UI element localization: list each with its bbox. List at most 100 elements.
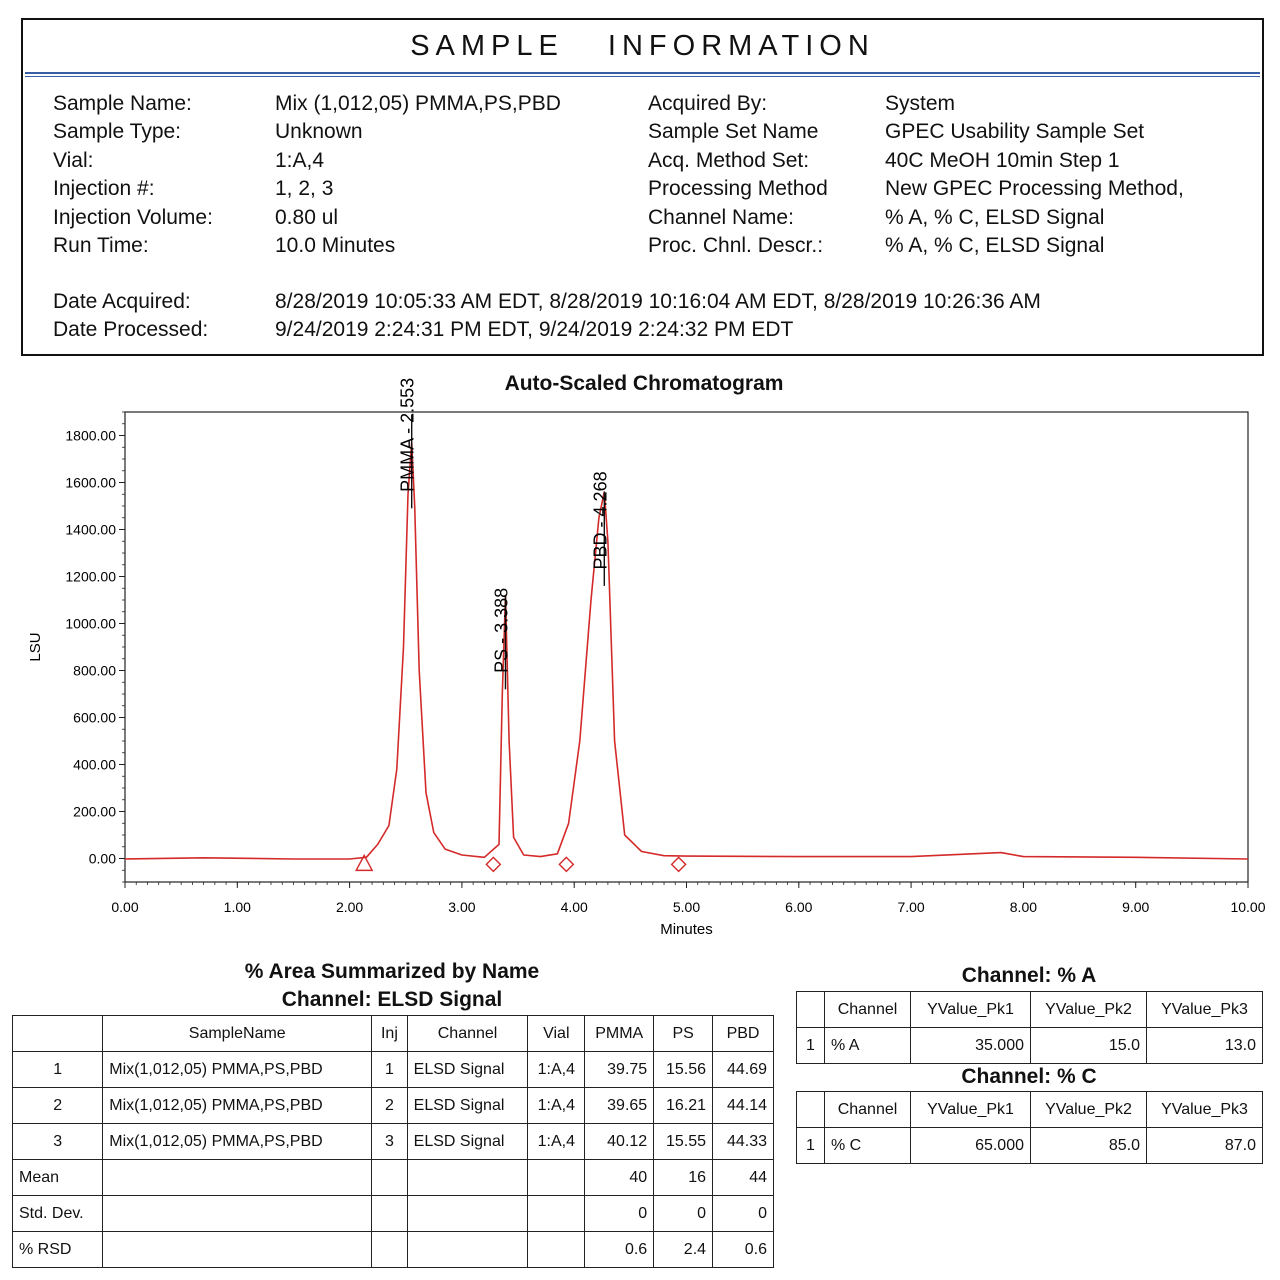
label-injection-volume: Injection Volume: [53, 205, 213, 229]
header-cell [796, 1091, 825, 1128]
label-acq-method-set: Acq. Method Set: [648, 148, 810, 172]
yvalue-pk1-cell: 65.000 [910, 1127, 1031, 1164]
value-date-acquired: 8/28/2019 10:05:33 AM EDT, 8/28/2019 10:… [275, 290, 1041, 313]
y-tick-label: 200.00 [73, 804, 116, 820]
label-date-processed: Date Processed: [53, 318, 209, 342]
right-values: System GPEC Usability Sample Set 40C MeO… [885, 90, 1184, 260]
inj-cell: 2 [371, 1087, 408, 1124]
channel-a-header-row: Channel YValue_Pk1 YValue_Pk2 YValue_Pk3 [796, 991, 1263, 1028]
header-cell: YValue_Pk1 [910, 991, 1031, 1028]
vial-cell: 1:A,4 [527, 1051, 586, 1088]
value-injection-number: 1, 2, 3 [275, 177, 334, 201]
chromatogram-chart: 0.00 1.00 2.00 3.00 4.00 5.00 6.00 7.00 8.00 9.00… [27, 378, 1266, 938]
right-labels: Acquired By: Sample Set Name Acq. Method… [648, 90, 828, 260]
vial-cell: 1:A,4 [527, 1087, 586, 1124]
baseline-start-marker [355, 853, 374, 872]
value-processing-method: New GPEC Processing Method, [885, 177, 1184, 201]
area-summary-table: SampleName Inj Channel Vial PMMA PS PBD … [11, 1015, 774, 1268]
pbd-cell: 44 [712, 1159, 774, 1196]
y-tick-label: 0.00 [89, 851, 116, 867]
area-table-header-row: SampleName Inj Channel Vial PMMA PS PBD [11, 1015, 774, 1052]
x-tick-label: 1.00 [224, 899, 251, 915]
stat-label: Mean [11, 1159, 104, 1196]
header-cell: Inj [371, 1015, 408, 1052]
yvalue-pk1-cell: 35.000 [910, 1027, 1031, 1064]
label-date-acquired: Date Acquired: [53, 290, 191, 313]
channel-cell: % C [824, 1127, 911, 1164]
table-row: 3 Mix(1,012,05) PMMA,PS,PBD 3 ELSD Signa… [11, 1123, 774, 1160]
table-row: Mean 40 16 44 [11, 1159, 774, 1196]
empty-cell [406, 1231, 529, 1268]
area-summary-title-line2: Channel: ELSD Signal [281, 988, 503, 1011]
value-date-processed: 9/24/2019 2:24:31 PM EDT, 9/24/2019 2:24… [275, 318, 794, 342]
empty-cell [406, 1195, 529, 1232]
baseline-drop-marker [558, 856, 575, 873]
sample-name-cell: Mix(1,012,05) PMMA,PS,PBD [102, 1087, 373, 1124]
header-cell: YValue_Pk3 [1146, 991, 1263, 1028]
y-tick-label: 1600.00 [65, 475, 116, 491]
value-injection-volume: 0.80 ul [275, 205, 339, 229]
pbd-cell: 44.33 [712, 1123, 774, 1160]
table-row: 1 % C 65.000 85.0 87.0 [796, 1127, 1263, 1164]
baseline-drop-marker [670, 856, 687, 873]
header-cell: Channel [824, 991, 911, 1028]
y-tick-label: 1000.00 [65, 616, 116, 632]
header-cell: YValue_Pk2 [1030, 991, 1147, 1028]
channel-c-title: Channel: % C [961, 1065, 1097, 1088]
value-sample-type: Unknown [275, 120, 363, 144]
empty-cell [527, 1231, 586, 1268]
label-vial: Vial: [53, 148, 94, 172]
left-values: Mix (1,012,05) PMMA,PS,PBD Unknown 1:A,4… [275, 90, 561, 260]
header-cell: Vial [527, 1015, 586, 1052]
pmma-cell: 40.12 [584, 1123, 655, 1160]
inj-cell: 3 [371, 1123, 408, 1160]
sample-information-panel: SAMPLE INFORMATION Sample Name: Sample T… [21, 18, 1264, 356]
peak-label: PS - 3.388 [491, 588, 511, 673]
pmma-cell: 0.6 [584, 1231, 655, 1268]
pbd-cell: 0.6 [712, 1231, 774, 1268]
label-sample-name: Sample Name: [53, 92, 192, 115]
header-cell: PMMA [584, 1015, 655, 1052]
pmma-cell: 40 [584, 1159, 655, 1196]
y-tick-label: 1800.00 [65, 428, 116, 444]
header-cell: YValue_Pk3 [1146, 1091, 1263, 1128]
x-tick-label: 7.00 [897, 899, 924, 915]
x-tick-label: 5.00 [673, 899, 700, 915]
title-divider [25, 72, 1260, 77]
row-index: 3 [11, 1123, 104, 1160]
table-row: Std. Dev. 0 0 0 [11, 1195, 774, 1232]
ps-cell: 16 [653, 1159, 714, 1196]
label-channel-name: Channel Name: [648, 205, 794, 229]
ps-cell: 2.4 [653, 1231, 714, 1268]
row-index: 1 [796, 1127, 825, 1164]
x-tick-label: 2.00 [336, 899, 363, 915]
channel-cell: ELSD Signal [406, 1051, 529, 1088]
value-sample-name: Mix (1,012,05) PMMA,PS,PBD [275, 92, 561, 115]
ps-cell: 16.21 [653, 1087, 714, 1124]
empty-cell [102, 1195, 373, 1232]
x-tick-label: 9.00 [1122, 899, 1149, 915]
channel-a-title: Channel: % A [961, 964, 1097, 987]
label-proc-chnl-descr: Proc. Chnl. Descr.: [648, 233, 824, 257]
value-acquired-by: System [885, 92, 956, 115]
row-index: 1 [796, 1027, 825, 1064]
sample-name-cell: Mix(1,012,05) PMMA,PS,PBD [102, 1123, 373, 1160]
empty-cell [102, 1159, 373, 1196]
label-acquired-by: Acquired By: [648, 92, 768, 115]
yvalue-pk2-cell: 15.0 [1030, 1027, 1147, 1064]
channel-cell: ELSD Signal [406, 1087, 529, 1124]
empty-cell [406, 1159, 529, 1196]
plot-frame [124, 411, 1249, 883]
pbd-cell: 44.69 [712, 1051, 774, 1088]
table-row: 1 % A 35.000 15.0 13.0 [796, 1027, 1263, 1064]
value-run-time: 10.0 Minutes [275, 233, 396, 257]
yvalue-pk3-cell: 87.0 [1146, 1127, 1263, 1164]
y-tick-label: 800.00 [73, 663, 116, 679]
label-run-time: Run Time: [53, 233, 149, 257]
x-tick-label: 4.00 [561, 899, 588, 915]
label-injection-number: Injection #: [53, 177, 155, 201]
label-sample-set-name: Sample Set Name [648, 120, 819, 144]
header-cell [11, 1015, 104, 1052]
sample-name-cell: Mix(1,012,05) PMMA,PS,PBD [102, 1051, 373, 1088]
chromatogram-trace [124, 441, 1249, 860]
